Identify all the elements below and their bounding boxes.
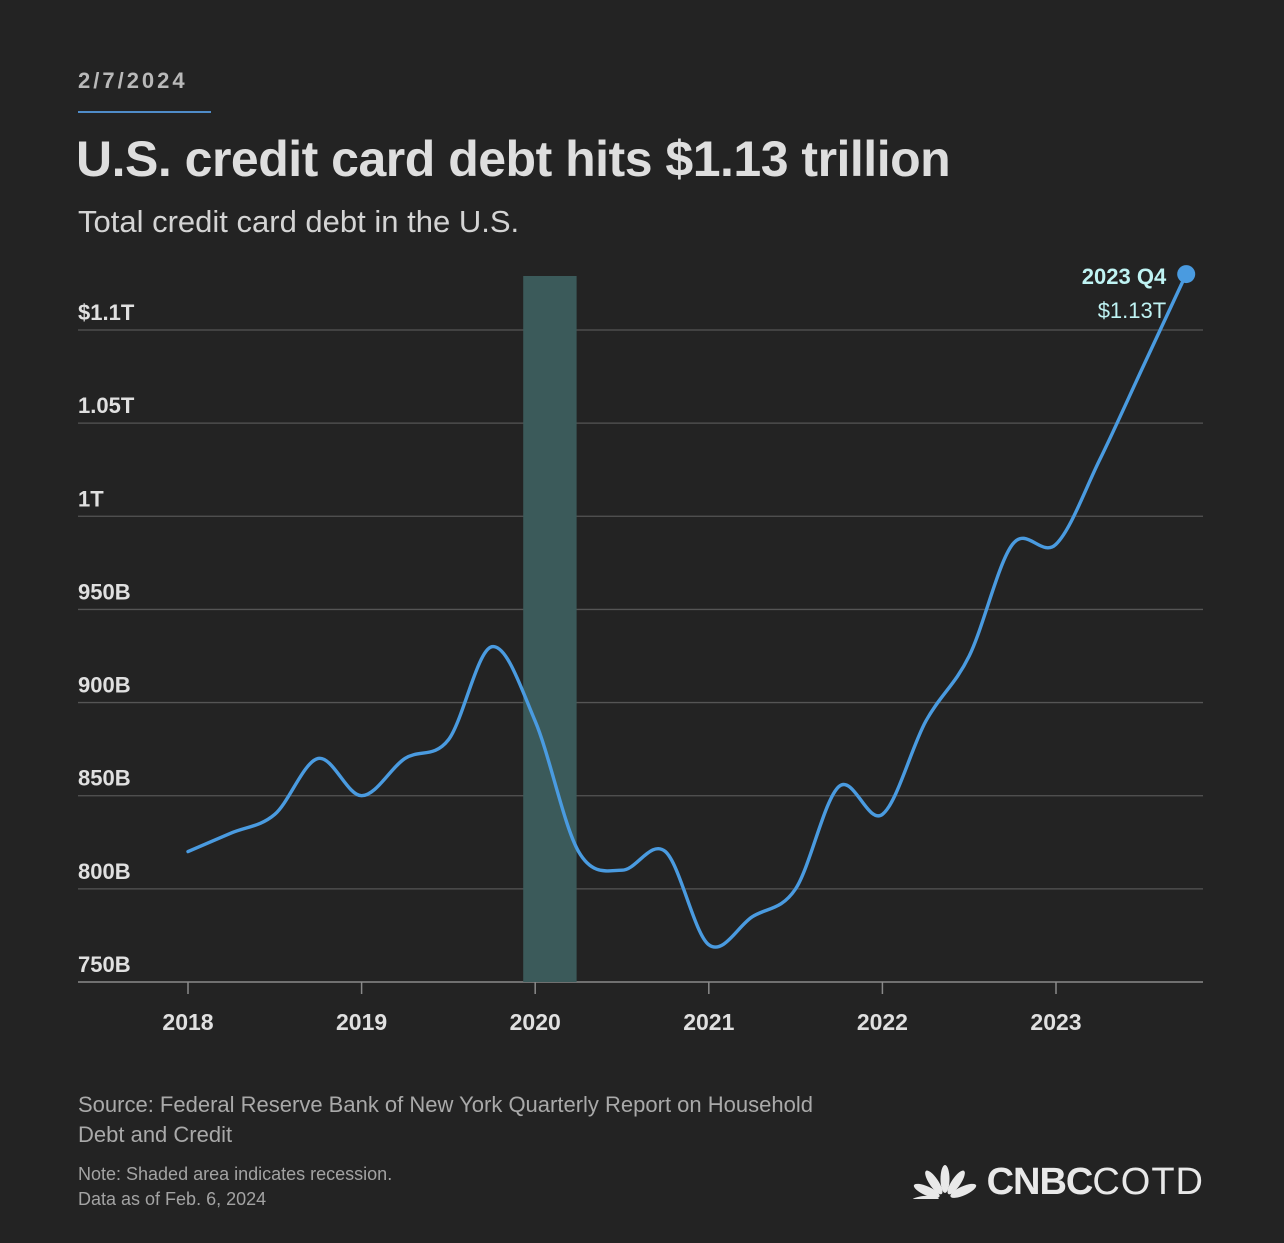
data-point bbox=[619, 867, 625, 873]
data-point bbox=[706, 942, 712, 948]
data-point bbox=[662, 849, 668, 855]
chart-title: U.S. credit card debt hits $1.13 trillio… bbox=[76, 131, 951, 187]
series-layer bbox=[185, 265, 1196, 949]
data-point bbox=[1096, 457, 1102, 463]
data-point bbox=[315, 755, 321, 761]
data-point bbox=[402, 755, 408, 761]
date-underline bbox=[78, 111, 211, 113]
chart-subtitle: Total credit card debt in the U.S. bbox=[78, 204, 520, 239]
data-point bbox=[576, 849, 582, 855]
publish-date: 2/7/2024 bbox=[78, 68, 188, 93]
y-tick-label: 850B bbox=[78, 766, 131, 791]
recession-band bbox=[523, 276, 577, 982]
footnote: Note: Shaded area indicates recession. D… bbox=[78, 1162, 638, 1212]
series-line bbox=[186, 272, 1188, 949]
last-data-point bbox=[1177, 265, 1196, 284]
footnote-line-recession: Note: Shaded area indicates recession. bbox=[78, 1164, 393, 1184]
data-point bbox=[836, 783, 842, 789]
annotation-value-label: $1.13T bbox=[1098, 298, 1167, 323]
data-point bbox=[1010, 541, 1016, 547]
data-point bbox=[793, 886, 799, 892]
data-point bbox=[489, 644, 495, 650]
x-tick-label: 2020 bbox=[510, 1009, 561, 1035]
gridlines bbox=[78, 329, 1203, 983]
y-tick-label: 750B bbox=[78, 952, 131, 977]
x-axis: 2018 2019 2020 2021 2022 2023 bbox=[162, 982, 1082, 1035]
x-tick-label: 2018 bbox=[162, 1009, 213, 1035]
data-point bbox=[966, 653, 972, 659]
y-axis-tick-labels: 750B 800B 850B 900B 950B 1T 1.05T $1.1T bbox=[78, 300, 135, 977]
cnbc-cotd-logo: CNBC COTD bbox=[910, 1158, 1204, 1206]
data-point bbox=[1053, 541, 1059, 547]
x-tick-label: 2021 bbox=[683, 1009, 734, 1035]
source-note: Source: Federal Reserve Bank of New York… bbox=[78, 1092, 813, 1147]
y-tick-label: 900B bbox=[78, 673, 131, 698]
data-point bbox=[228, 830, 234, 836]
data-point bbox=[532, 718, 538, 724]
peacock-icon bbox=[910, 1165, 979, 1205]
data-point bbox=[359, 793, 365, 799]
y-tick-label: 800B bbox=[78, 859, 131, 884]
y-tick-label: 1T bbox=[78, 486, 104, 511]
y-tick-label: $1.1T bbox=[78, 300, 135, 325]
logo-text-cnbc: CNBC bbox=[986, 1160, 1094, 1203]
data-point bbox=[923, 718, 929, 724]
data-point bbox=[879, 811, 885, 817]
data-point bbox=[185, 849, 191, 855]
data-point bbox=[1140, 364, 1146, 370]
y-tick-label: 950B bbox=[78, 579, 131, 604]
recession-shading bbox=[523, 276, 577, 982]
y-tick-label: 1.05T bbox=[78, 393, 135, 418]
data-point bbox=[272, 811, 278, 817]
logo-text-cotd: COTD bbox=[1092, 1160, 1204, 1203]
x-tick-label: 2022 bbox=[857, 1009, 908, 1035]
data-point bbox=[749, 914, 755, 920]
x-tick-label: 2019 bbox=[336, 1009, 387, 1035]
data-point bbox=[445, 737, 451, 743]
last-point-annotation: 2023 Q4 $1.13T bbox=[1082, 264, 1167, 323]
x-tick-label: 2023 bbox=[1030, 1009, 1081, 1035]
footnote-line-date: Data as of Feb. 6, 2024 bbox=[78, 1189, 267, 1209]
annotation-period-label: 2023 Q4 bbox=[1082, 264, 1167, 289]
